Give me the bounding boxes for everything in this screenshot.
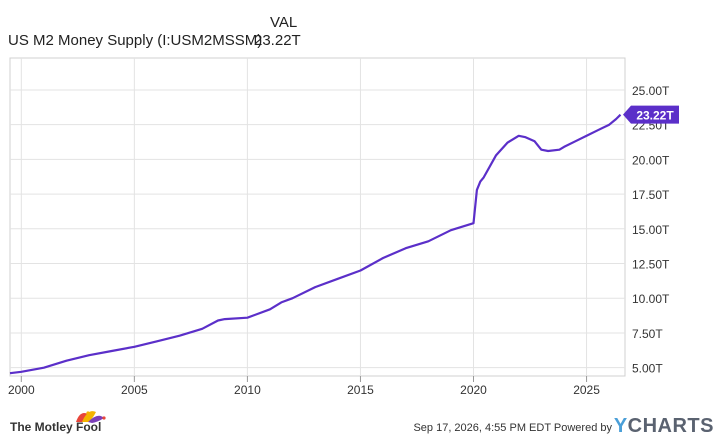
ycharts-y: Y	[613, 415, 628, 437]
last-value-label: 23.22T	[636, 109, 674, 123]
last-value-tag	[623, 105, 679, 124]
motley-fool-jester-icon	[76, 411, 106, 423]
x-tick-label: 2020	[460, 383, 487, 397]
y-tick-label: 10.00T	[632, 292, 670, 306]
timestamp-text: Sep 17, 2026, 4:55 PM EDT	[413, 422, 551, 434]
footer-timestamp: Sep 17, 2026, 4:55 PM EDT Powered by	[413, 422, 612, 434]
series-line-m2	[9, 113, 622, 375]
series-value: 23.22T	[254, 32, 301, 49]
y-tick-label: 5.00T	[632, 362, 663, 376]
money-supply-chart: 5.00T 7.50T 10.00T 12.50T 15.00T 17.50T 20.00T…	[8, 57, 679, 397]
ycharts-logo[interactable]: YCHARTS	[614, 415, 714, 438]
plot-area-border	[9, 57, 626, 377]
series-label: US M2 Money Supply (I:USM2MSSM)	[8, 32, 263, 49]
x-tick-label: 2000	[8, 383, 35, 397]
x-tick-label: 2005	[121, 383, 148, 397]
y-tick-label: 25.00T	[632, 84, 670, 98]
column-header: VAL	[270, 14, 298, 31]
motley-fool-brand: The Motley Fool	[10, 420, 102, 434]
y-tick-label: 20.00T	[632, 153, 670, 167]
footer: The Motley Fool Sep 17, 2026, 4:55 PM ED…	[0, 404, 720, 441]
y-tick-label: 15.00T	[632, 223, 670, 237]
x-tick-label: 2010	[234, 383, 261, 397]
x-tick-label: 2025	[573, 383, 600, 397]
x-tick-label: 2015	[347, 383, 374, 397]
y-tick-label: 7.50T	[632, 327, 663, 341]
y-tick-label: 17.50T	[632, 188, 670, 202]
ycharts-rest: CHARTS	[627, 415, 714, 437]
y-tick-label: 12.50T	[632, 258, 670, 272]
powered-by-text: Powered by	[553, 422, 612, 434]
